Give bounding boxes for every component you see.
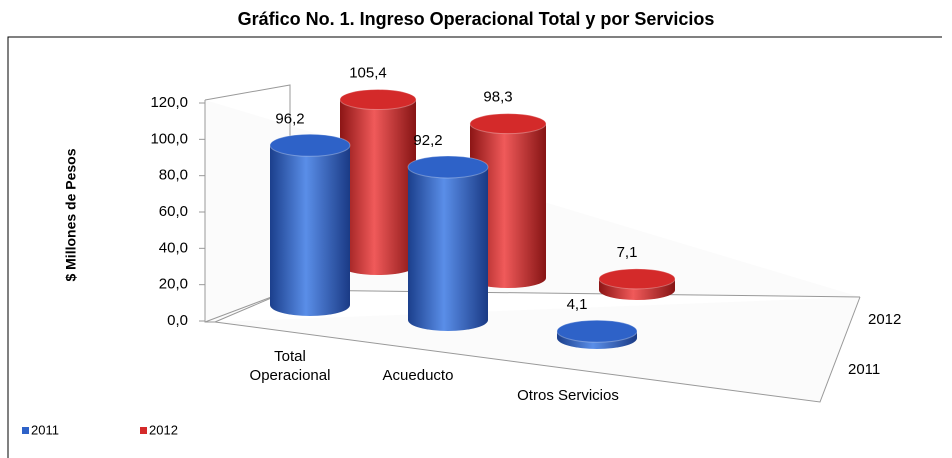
cylinder-body [270, 145, 350, 316]
cylinder [407, 155, 489, 331]
depth-label: 2011 [848, 361, 880, 378]
y-tick-label: 20,0 [159, 276, 188, 293]
legend-label: 2012 [149, 422, 178, 437]
cylinder [269, 133, 351, 316]
y-axis-label: $ Millones de Pesos [63, 148, 79, 281]
value-label: 92,2 [413, 132, 442, 149]
legend-label: 2011 [31, 422, 59, 437]
cylinder-body [470, 123, 546, 288]
y-tick-label: 80,0 [159, 167, 188, 184]
frame [7, 36, 942, 458]
x-tick-label: Otros Servicios [517, 387, 619, 404]
y-tick-label: 100,0 [150, 130, 188, 147]
chart-title: Gráfico No. 1. Ingreso Operacional Total… [238, 9, 715, 29]
x-tick-label: Total Operacional [249, 348, 331, 384]
cylinder [556, 319, 638, 349]
cylinder-body [408, 166, 488, 331]
value-label: 98,3 [483, 89, 512, 106]
cylinder-top [407, 155, 489, 179]
cylinder [339, 89, 417, 275]
value-label: 4,1 [567, 296, 588, 313]
value-label: 105,4 [349, 64, 387, 81]
legend-swatch [140, 427, 147, 434]
cylinder-top [556, 319, 638, 343]
value-label: 96,2 [275, 110, 304, 127]
cylinder-top [269, 133, 351, 157]
cylinder-top [339, 89, 417, 111]
cylinder-top [598, 268, 676, 290]
x-tick-label: Acueducto [382, 367, 454, 384]
cylinder [598, 268, 676, 300]
y-tick-label: 60,0 [159, 203, 188, 220]
cylinder-body [340, 99, 416, 275]
legend-swatch [22, 427, 29, 434]
cylinder [469, 113, 547, 288]
y-tick-label: 120,0 [150, 94, 188, 111]
y-tick-label: 40,0 [159, 239, 188, 256]
value-label: 7,1 [617, 244, 638, 261]
cylinder-top [469, 113, 547, 135]
depth-label: 2012 [868, 311, 901, 328]
y-tick-label: 0,0 [167, 312, 188, 329]
